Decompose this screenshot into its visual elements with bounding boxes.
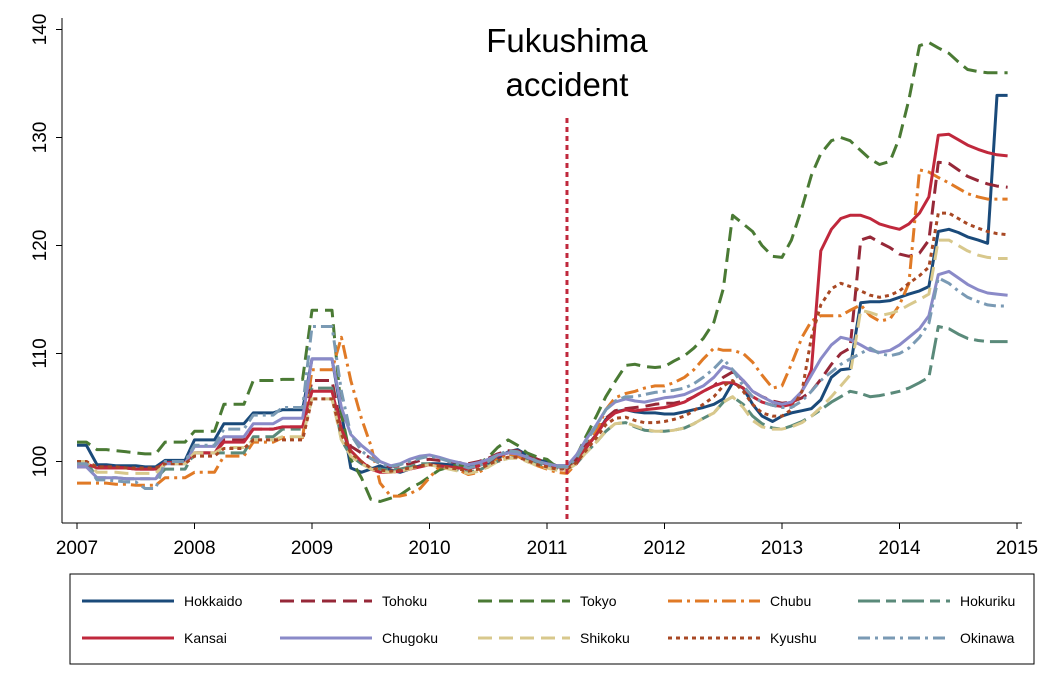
x-tick-label: 2011 xyxy=(527,538,568,559)
legend: Hokkaido Tohoku Tokyo Chubu Hokuriku Kansai Ch… xyxy=(69,573,1035,665)
x-tick-label: 2015 xyxy=(996,538,1038,559)
axes: 100 110 120 130 140 2007 2008 2009 2010 2011 2012… xyxy=(30,14,1038,559)
legend-label-chubu: Chubu xyxy=(770,593,811,609)
y-tick-label: 140 xyxy=(30,14,51,46)
series-line-chubu xyxy=(77,168,1008,498)
series-line-kyushu xyxy=(77,211,1008,473)
annotation: Fukushima accident xyxy=(486,22,648,522)
y-tick-label: 120 xyxy=(30,230,51,262)
x-tick-label: 2013 xyxy=(761,538,803,559)
legend-label-tokyo: Tokyo xyxy=(580,593,617,609)
legend-box xyxy=(69,573,1035,665)
annotation-line-1: Fukushima xyxy=(486,22,648,59)
y-ticks: 100 110 120 130 140 xyxy=(30,14,62,478)
legend-label-hokuriku: Hokuriku xyxy=(960,593,1015,609)
x-tick-label: 2008 xyxy=(173,538,215,559)
legend-label-chugoku: Chugoku xyxy=(382,630,438,646)
legend-label-hokkaido: Hokkaido xyxy=(184,593,243,609)
y-tick-label: 130 xyxy=(30,122,51,154)
series-layer xyxy=(77,41,1008,503)
legend-label-tohoku: Tohoku xyxy=(382,593,427,609)
x-ticks: 2007 2008 2009 2010 2011 2012 2013 2014 2015 xyxy=(56,523,1038,559)
series-line-tohoku xyxy=(77,160,1008,471)
y-tick-label: 100 xyxy=(30,446,51,478)
x-tick-label: 2014 xyxy=(878,538,921,559)
x-tick-label: 2012 xyxy=(643,538,685,559)
y-tick-label: 110 xyxy=(30,338,51,368)
x-tick-label: 2007 xyxy=(56,538,98,559)
x-tick-label: 2010 xyxy=(408,538,450,559)
series-line-hokkaido xyxy=(77,93,1008,474)
legend-label-shikoku: Shikoku xyxy=(580,630,630,646)
legend-label-kyushu: Kyushu xyxy=(770,630,817,646)
series-line-tokyo xyxy=(77,41,1008,503)
annotation-line-2: accident xyxy=(506,66,629,103)
series-line-okinawa xyxy=(77,276,1008,490)
legend-label-okinawa: Okinawa xyxy=(960,630,1015,646)
series-line-hokuriku xyxy=(77,325,1008,481)
x-tick-label: 2009 xyxy=(291,538,333,559)
legend-label-kansai: Kansai xyxy=(184,630,227,646)
legend-items: Hokkaido Tohoku Tokyo Chubu Hokuriku Kansai Ch… xyxy=(82,593,1015,646)
